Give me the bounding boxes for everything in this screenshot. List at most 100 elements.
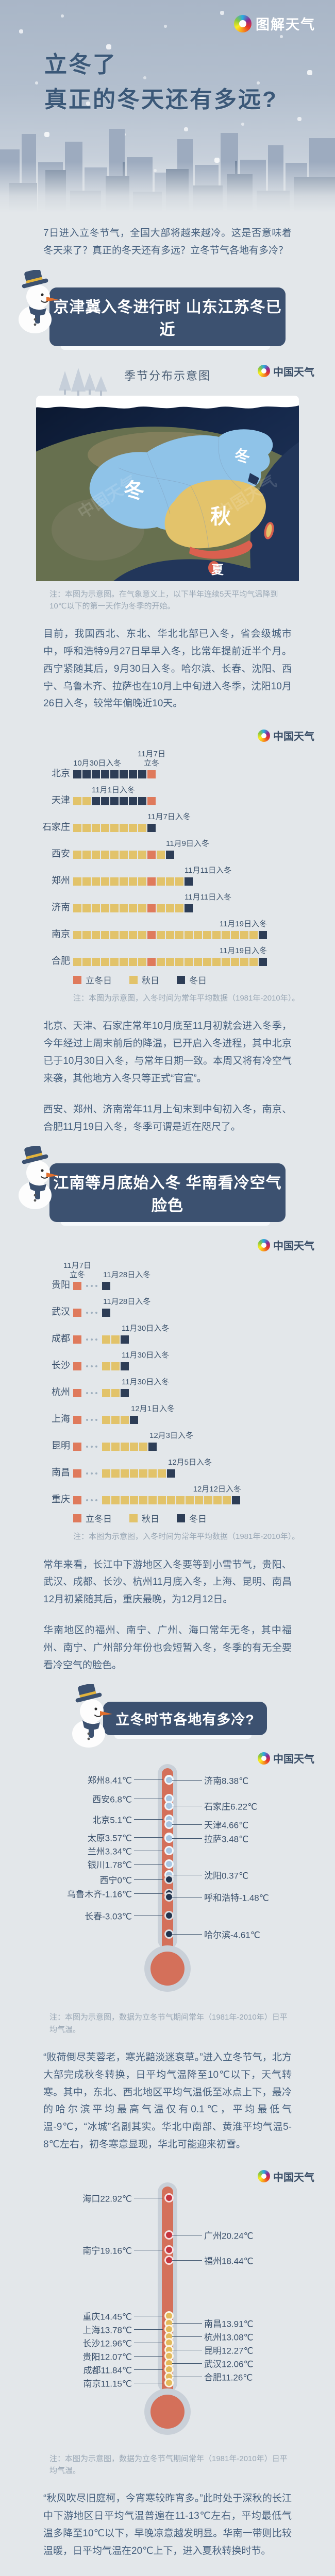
day-cell-lidong [147, 958, 156, 967]
chart-row: 重庆 12月12日入冬 [0, 1478, 335, 1505]
connector-line [134, 1863, 163, 1865]
chart-rows: 贵阳 11月7日 立冬 11月28日入冬 武汉 11月28日入冬 成都 11月30日入冬 长沙… [0, 1261, 335, 1505]
day-squares [73, 1282, 110, 1291]
day-cell-winter [120, 797, 128, 806]
day-cell-autumn [111, 1416, 120, 1425]
thermometer-bulb [150, 2394, 185, 2429]
day-cell-autumn [129, 904, 137, 913]
section1-paragraph-1: 目前，我国西北、东北、华北北部已入冬，省会级城市中，呼和浩特9月27日早早入冬，… [43, 629, 292, 709]
day-cell-winter [232, 1496, 240, 1505]
ellipsis-dots [82, 1389, 101, 1397]
hero-banner: 图解天气 立冬了 真正的冬天还有多远? [0, 0, 335, 222]
section1-paragraph-2: 北京、天津、石家庄常年10月底至11月初就会进入冬季，今年经过上周末前后的降温，… [43, 1021, 292, 1084]
day-cell-autumn [121, 1496, 129, 1505]
day-squares [73, 1335, 129, 1344]
city-temp-label: 呼和浩特-1.48℃ [204, 1893, 269, 1903]
day-cell-autumn [195, 1496, 203, 1505]
day-cell-autumn [167, 1496, 175, 1505]
row-date-label: 11月7日入冬 [147, 812, 191, 822]
day-squares [73, 1362, 129, 1371]
connector-line [134, 2369, 163, 2370]
china-weather-logo-text: 中国天气 [273, 2172, 314, 2183]
day-cell-autumn [92, 904, 100, 913]
day-squares [73, 877, 193, 886]
day-cell-autumn [130, 1469, 138, 1478]
connector-line [172, 1838, 202, 1839]
connector-line [134, 1879, 163, 1880]
chart-row: 北京 10月30日入冬 11月7日 立冬 [0, 750, 335, 779]
dot [95, 1312, 97, 1314]
day-cell-winter [101, 770, 109, 779]
section3-title: 立冬时节各地有多冷? [103, 1702, 267, 1736]
day-cell-autumn [111, 1389, 120, 1398]
north-thermometer-chart: 中国天气 郑州8.41℃ 济南8.38℃ 西安6.8℃ 石家庄6.22℃ 北京5.1℃ 天… [0, 1749, 335, 2006]
day-cell-winter [259, 958, 267, 967]
day-cell-autumn [92, 877, 100, 886]
temp-dot [164, 2193, 174, 2202]
day-squares [73, 824, 156, 833]
day-cell-lidong [73, 1335, 81, 1344]
day-squares [73, 904, 193, 913]
day-cell-autumn [82, 958, 91, 967]
south-cities-entry-chart: 中国天气 贵阳 11月7日 立冬 11月28日入冬 武汉 11月28日入冬 成都 11月30… [0, 1238, 335, 1543]
city-temp-label: 杭州13.08℃ [204, 2332, 254, 2343]
day-cell-autumn [212, 958, 221, 967]
day-cell-autumn [166, 877, 174, 886]
row-date-label: 11月7日 立冬 [63, 1261, 91, 1280]
dot [86, 1285, 88, 1287]
day-cell-autumn [111, 1496, 120, 1505]
chart-row: 武汉 11月28日入冬 [0, 1290, 335, 1317]
temp-dot [164, 1910, 174, 1920]
day-cell-winter [147, 824, 156, 833]
connector-line [172, 1934, 202, 1935]
day-cell-autumn [101, 904, 109, 913]
chart-row: 天津 11月1日入冬 [0, 778, 335, 806]
day-cell-winter [148, 1443, 157, 1451]
china-weather-logo-text: 中国天气 [273, 731, 314, 743]
day-cell-autumn [203, 931, 211, 940]
day-cell-autumn [82, 851, 91, 859]
day-cell-autumn [240, 931, 248, 940]
legend-item: 秋日 [129, 973, 159, 986]
day-cell-autumn [120, 824, 128, 833]
chart-row: 贵阳 11月7日 立冬 11月28日入冬 [0, 1261, 335, 1291]
ellipsis-dots [82, 1282, 101, 1290]
day-cell-winter [73, 770, 81, 779]
map-title: 季节分布示意图 [124, 369, 211, 382]
logo-text: 图解天气 [256, 17, 315, 32]
dot [95, 1419, 97, 1421]
legend-label: 立冬日 [86, 976, 112, 986]
ellipsis-dots [82, 1309, 101, 1317]
day-cell-winter [102, 1309, 110, 1317]
city-temp-label: 西宁0℃ [99, 1875, 132, 1886]
day-cell-autumn [102, 1362, 110, 1371]
day-cell-autumn [92, 958, 100, 967]
day-cell-lidong [147, 931, 156, 940]
dot [91, 1499, 93, 1502]
day-cell-autumn [73, 824, 81, 833]
dot [86, 1419, 88, 1421]
chart-rows: 北京 10月30日入冬 11月7日 立冬 天津 11月1日入冬 石家庄 11月7日入冬 西安 1… [0, 750, 335, 967]
dot [95, 1472, 97, 1475]
row-date-label: 11月19日入冬 [219, 920, 267, 929]
connector-line [172, 2336, 202, 2337]
city-temp-label: 南昌13.91℃ [204, 2319, 254, 2329]
city-temp-label: 长沙12.96℃ [82, 2338, 132, 2348]
row-date-label: 11月28日入冬 [103, 1270, 151, 1280]
chart-row: 南昌 12月5日入冬 [0, 1451, 335, 1478]
chart-row: 西安 11月9日入冬 [0, 832, 335, 859]
map-region-summer [189, 540, 253, 559]
row-city-label: 南昌 [52, 1467, 70, 1478]
pinwheel-logo-icon [234, 14, 252, 32]
dot [86, 1312, 88, 1314]
legend-item: 冬日 [177, 1512, 207, 1524]
title-line-1: 立冬了 [44, 52, 117, 77]
day-cell-autumn [111, 1362, 120, 1371]
day-cell-autumn [82, 797, 91, 806]
day-cell-autumn [158, 1496, 166, 1505]
chart-row: 长沙 11月30日入冬 [0, 1344, 335, 1371]
day-squares [73, 1389, 129, 1398]
day-cell-autumn [138, 958, 146, 967]
day-squares [73, 1443, 157, 1451]
